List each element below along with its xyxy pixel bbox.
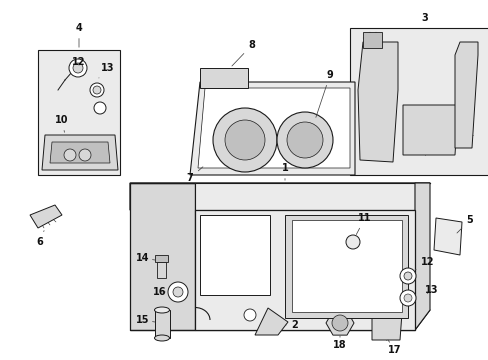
Text: 8: 8 bbox=[231, 40, 255, 66]
Polygon shape bbox=[362, 32, 381, 48]
Text: 18: 18 bbox=[332, 336, 346, 350]
Polygon shape bbox=[349, 28, 488, 175]
Polygon shape bbox=[200, 68, 247, 88]
Circle shape bbox=[64, 149, 76, 161]
Text: 15: 15 bbox=[136, 315, 155, 325]
Circle shape bbox=[244, 309, 256, 321]
Text: 5: 5 bbox=[456, 215, 472, 233]
Text: 9: 9 bbox=[315, 70, 333, 117]
Polygon shape bbox=[195, 183, 414, 210]
Text: 11: 11 bbox=[356, 213, 371, 234]
Circle shape bbox=[90, 83, 104, 97]
Text: 12: 12 bbox=[72, 57, 85, 67]
Text: 1: 1 bbox=[281, 163, 288, 180]
Ellipse shape bbox=[154, 335, 169, 341]
Circle shape bbox=[224, 120, 264, 160]
Text: 13: 13 bbox=[425, 285, 438, 295]
Polygon shape bbox=[30, 205, 62, 228]
Text: 10: 10 bbox=[55, 115, 69, 132]
Polygon shape bbox=[433, 218, 461, 255]
Polygon shape bbox=[371, 313, 401, 340]
Polygon shape bbox=[50, 142, 110, 163]
Polygon shape bbox=[325, 311, 353, 335]
Ellipse shape bbox=[154, 307, 169, 313]
Polygon shape bbox=[155, 255, 168, 262]
Polygon shape bbox=[195, 210, 414, 330]
Circle shape bbox=[73, 63, 83, 73]
Polygon shape bbox=[414, 183, 429, 330]
Circle shape bbox=[399, 290, 415, 306]
Polygon shape bbox=[402, 105, 457, 155]
Circle shape bbox=[93, 86, 101, 94]
Polygon shape bbox=[157, 262, 165, 278]
Polygon shape bbox=[38, 50, 120, 175]
Circle shape bbox=[213, 108, 276, 172]
Polygon shape bbox=[200, 215, 269, 295]
Circle shape bbox=[94, 102, 106, 114]
Text: 13: 13 bbox=[99, 63, 115, 78]
Polygon shape bbox=[454, 42, 477, 148]
Polygon shape bbox=[42, 135, 118, 170]
Circle shape bbox=[276, 112, 332, 168]
Circle shape bbox=[69, 59, 87, 77]
Circle shape bbox=[173, 287, 183, 297]
Circle shape bbox=[403, 272, 411, 280]
Polygon shape bbox=[285, 215, 407, 318]
Text: 7: 7 bbox=[186, 167, 203, 183]
Circle shape bbox=[168, 282, 187, 302]
Circle shape bbox=[286, 122, 323, 158]
Polygon shape bbox=[357, 42, 397, 162]
Text: 2: 2 bbox=[285, 320, 298, 330]
Polygon shape bbox=[190, 82, 354, 175]
Text: 16: 16 bbox=[153, 287, 166, 297]
Polygon shape bbox=[155, 310, 170, 338]
Text: 17: 17 bbox=[387, 340, 401, 355]
Text: 14: 14 bbox=[136, 253, 155, 263]
Circle shape bbox=[399, 268, 415, 284]
Circle shape bbox=[346, 235, 359, 249]
Polygon shape bbox=[254, 308, 287, 335]
Text: 4: 4 bbox=[76, 23, 82, 47]
Polygon shape bbox=[130, 183, 429, 210]
Text: 12: 12 bbox=[414, 257, 434, 270]
Circle shape bbox=[79, 149, 91, 161]
Text: 6: 6 bbox=[37, 231, 44, 247]
Circle shape bbox=[403, 294, 411, 302]
Text: 3: 3 bbox=[421, 13, 427, 23]
Circle shape bbox=[331, 315, 347, 331]
Polygon shape bbox=[130, 183, 195, 330]
Polygon shape bbox=[291, 220, 401, 312]
Polygon shape bbox=[198, 88, 349, 168]
